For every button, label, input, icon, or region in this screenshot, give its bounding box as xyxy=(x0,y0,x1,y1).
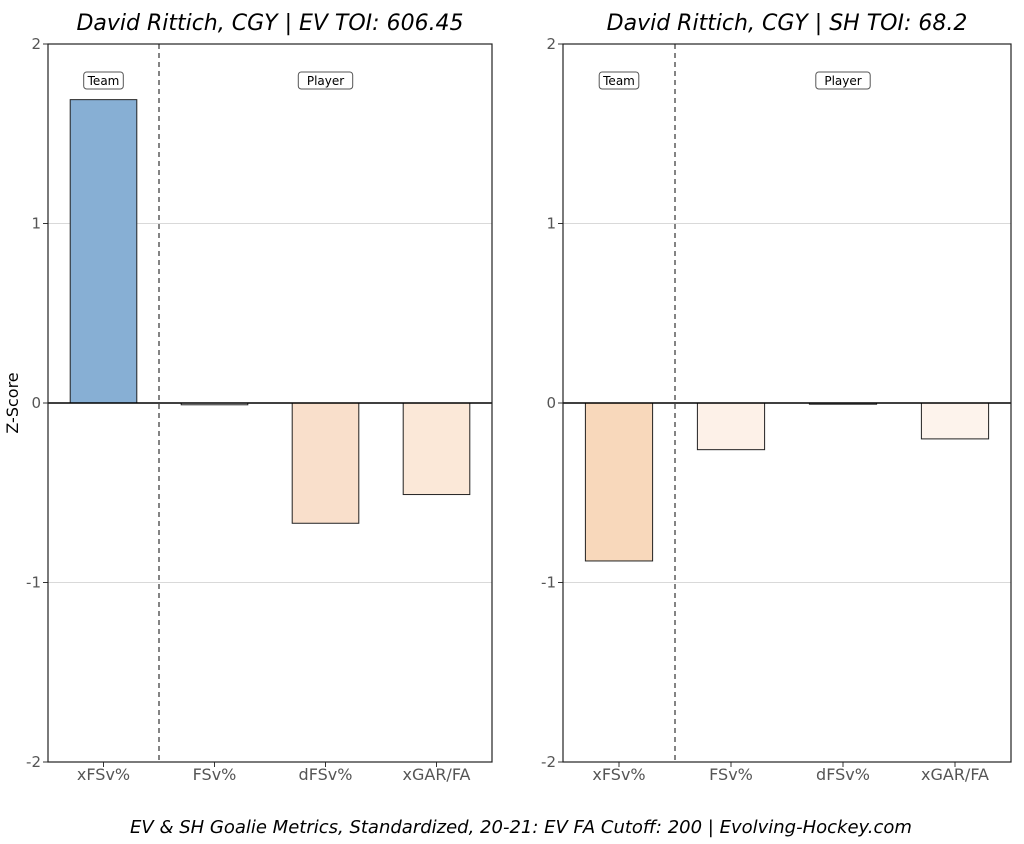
group-label-team: Team xyxy=(87,74,120,88)
y-tick-label: 2 xyxy=(31,35,41,53)
x-tick-label: FSv% xyxy=(709,765,753,784)
y-tick-label: -1 xyxy=(541,574,556,592)
y-ticks: 2 1 0 -1 -2 xyxy=(541,35,563,771)
group-label-box xyxy=(815,71,871,90)
y-tick-label: 2 xyxy=(546,35,556,53)
bar-xGAR/FA xyxy=(402,402,471,496)
gridlines xyxy=(563,223,1011,583)
bar-xFSv% xyxy=(69,99,138,404)
y-axis-label: Z-Score xyxy=(3,372,22,433)
bar-xGAR/FA xyxy=(920,402,990,440)
chart-panels: David Rittich, CGY | EV TOI: 606.45 Z-Sco… xyxy=(3,11,1012,784)
y-tick-label: -1 xyxy=(26,574,41,592)
y-tick-label: -2 xyxy=(26,753,41,771)
group-label-box xyxy=(297,71,354,90)
x-ticks: xFSv% FSv% dFSv% xGAR/FA xyxy=(77,762,471,784)
footer-caption: EV & SH Goalie Metrics, Standardized, 20… xyxy=(130,817,912,838)
group-label-box xyxy=(83,71,124,90)
bar-dFSv% xyxy=(291,402,360,524)
group-label-team: Team xyxy=(602,74,635,88)
y-tick-label: 1 xyxy=(546,215,556,233)
chart-title: David Rittich, CGY | EV TOI: 606.45 xyxy=(76,11,463,36)
x-tick-label: dFSv% xyxy=(299,765,353,784)
y-tick-label: 0 xyxy=(31,394,41,412)
y-tick-label: -2 xyxy=(541,753,556,771)
plot-frame xyxy=(562,43,1012,763)
x-tick-label: dFSv% xyxy=(816,765,870,784)
x-tick-label: xGAR/FA xyxy=(921,765,989,784)
bars xyxy=(69,99,471,524)
x-tick-label: xFSv% xyxy=(77,765,130,784)
x-tick-label: xGAR/FA xyxy=(403,765,471,784)
bars xyxy=(584,402,990,562)
group-label-player: Player xyxy=(824,74,861,88)
group-label-player: Player xyxy=(307,74,344,88)
chart-panel-2: David Rittich, CGY | SH TOI: 68.2 2 1 0 -1 -2… xyxy=(541,11,1012,784)
bar-xFSv% xyxy=(584,402,654,562)
x-tick-label: FSv% xyxy=(193,765,237,784)
x-tick-label: xFSv% xyxy=(592,765,645,784)
x-ticks: xFSv% FSv% dFSv% xGAR/FA xyxy=(592,762,989,784)
chart-panel-1: David Rittich, CGY | EV TOI: 606.45 Z-Sco… xyxy=(3,11,493,784)
y-ticks: 2 1 0 -1 -2 xyxy=(26,35,48,771)
y-tick-label: 0 xyxy=(546,394,556,412)
chart-title: David Rittich, CGY | SH TOI: 68.2 xyxy=(607,11,968,36)
group-labels: Team Player xyxy=(598,71,871,90)
plot-frame xyxy=(47,43,493,763)
group-label-box xyxy=(598,71,640,90)
bar-FSv% xyxy=(696,402,766,451)
group-labels: Team Player xyxy=(83,71,354,90)
y-tick-label: 1 xyxy=(31,215,41,233)
